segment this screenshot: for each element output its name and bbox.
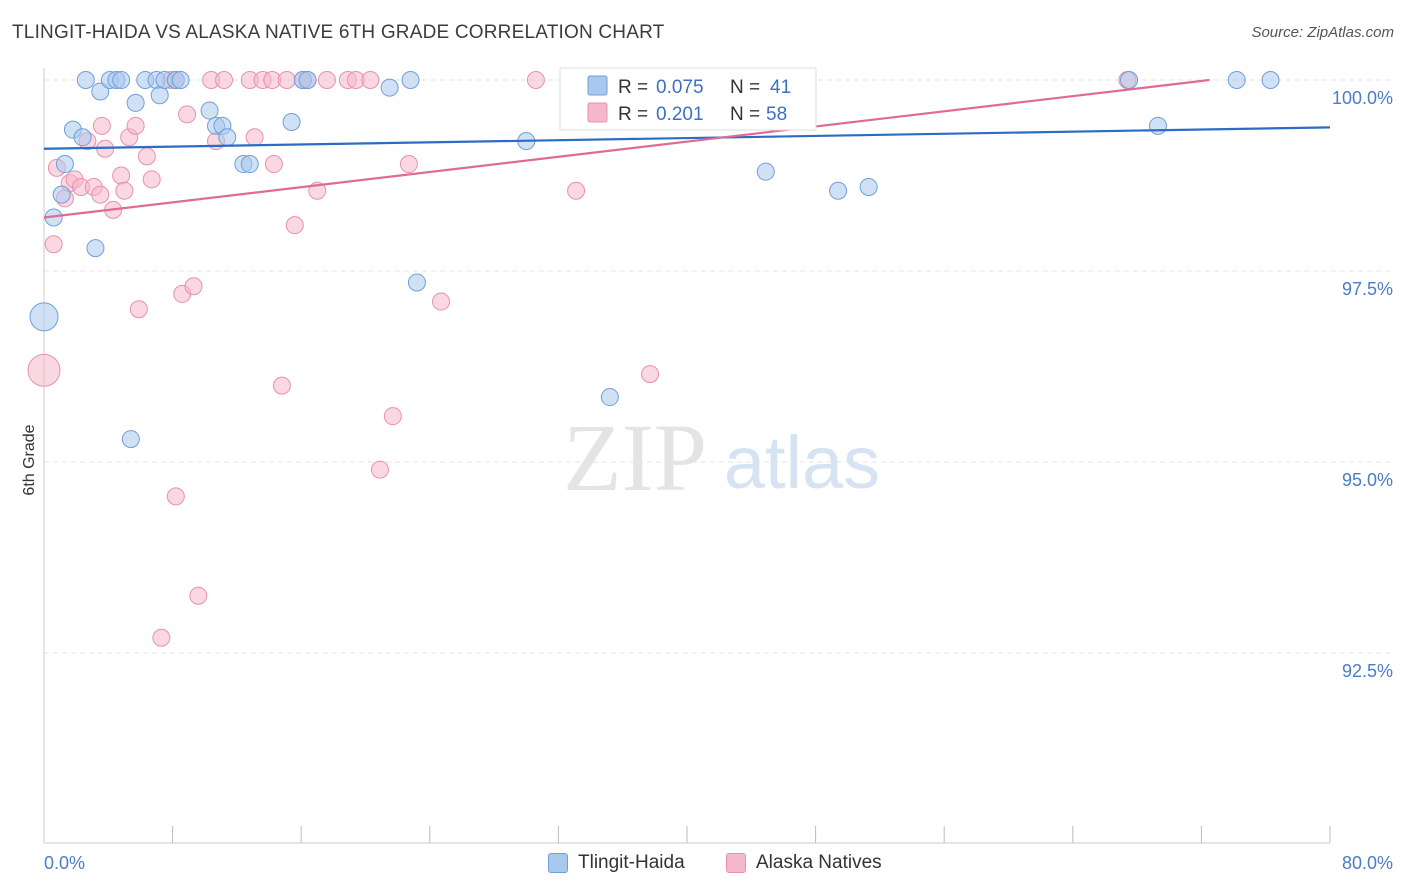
point-alaska-natives — [399, 155, 418, 174]
point-tlingit-haida — [91, 82, 110, 101]
x-tick-label-max: 80.0% — [1342, 853, 1393, 873]
point-tlingit-haida — [29, 302, 59, 332]
point-tlingit-haida — [73, 128, 92, 147]
y-tick-label: 95.0% — [1342, 470, 1393, 490]
watermark-atlas: atlas — [724, 421, 880, 504]
y-tick-label: 100.0% — [1332, 88, 1393, 108]
point-alaska-natives — [44, 235, 63, 254]
point-tlingit-haida — [600, 388, 619, 407]
point-alaska-natives — [184, 277, 203, 296]
point-tlingit-haida — [1227, 71, 1246, 89]
legend-r-value-2: 0.201 — [656, 104, 704, 125]
point-alaska-natives — [112, 166, 131, 185]
legend-n-value-1: 41 — [770, 77, 791, 98]
point-tlingit-haida — [52, 185, 71, 204]
point-tlingit-haida — [55, 155, 74, 174]
legend-item-alaska-natives[interactable]: Alaska Natives — [726, 852, 882, 874]
point-alaska-natives — [92, 116, 111, 135]
point-alaska-natives — [126, 116, 145, 135]
legend-n-label-2: N = — [730, 104, 760, 125]
point-alaska-natives — [137, 147, 156, 166]
point-tlingit-haida — [407, 273, 426, 292]
legend-r-label-2: R = — [618, 104, 648, 125]
point-alaska-natives — [178, 105, 197, 124]
point-alaska-natives — [115, 181, 134, 200]
y-tick-label: 92.5% — [1342, 661, 1393, 681]
point-alaska-natives — [272, 376, 291, 395]
point-alaska-natives — [526, 71, 545, 89]
x-tick-label-min: 0.0% — [44, 853, 85, 873]
point-tlingit-haida — [1261, 71, 1280, 89]
point-alaska-natives — [142, 170, 161, 189]
point-tlingit-haida — [240, 155, 259, 174]
point-alaska-natives — [152, 628, 171, 647]
point-alaska-natives — [361, 71, 380, 89]
point-tlingit-haida — [756, 162, 775, 181]
point-alaska-natives — [166, 487, 185, 506]
point-tlingit-haida — [200, 101, 219, 120]
point-tlingit-haida — [380, 78, 399, 97]
legend-label-tlingit-haida: Tlingit-Haida — [578, 852, 685, 873]
legend-swatch-pink — [587, 102, 608, 123]
point-alaska-natives — [277, 71, 296, 89]
y-tick-labels: 92.5% 95.0% 97.5% 100.0% — [1332, 88, 1393, 681]
point-alaska-natives — [432, 292, 451, 311]
point-alaska-natives — [129, 300, 148, 319]
legend-n-value-2: 58 — [766, 104, 787, 125]
stats-legend: R = 0.075 N = 41 R = 0.201 N = 58 — [559, 67, 817, 131]
point-tlingit-haida — [829, 181, 848, 200]
point-alaska-natives — [383, 407, 402, 426]
point-alaska-natives — [285, 216, 304, 235]
point-alaska-natives — [370, 460, 389, 479]
point-tlingit-haida — [282, 113, 301, 132]
point-alaska-natives — [317, 71, 336, 89]
watermark: ZIP atlas — [563, 404, 880, 511]
legend-r-label-1: R = — [618, 77, 648, 98]
point-tlingit-haida — [86, 239, 105, 258]
point-tlingit-haida — [121, 430, 140, 449]
y-tick-label: 97.5% — [1342, 279, 1393, 299]
chart-title: TLINGIT-HAIDA VS ALASKA NATIVE 6TH GRADE… — [12, 22, 665, 43]
watermark-zip: ZIP — [563, 404, 707, 511]
trendline-tlingit-haida — [43, 126, 1331, 150]
point-tlingit-haida — [126, 93, 145, 112]
point-alaska-natives — [641, 365, 660, 384]
point-tlingit-haida — [298, 71, 317, 89]
trendline-alaska-natives — [43, 78, 1210, 219]
point-alaska-natives — [91, 185, 110, 204]
axes-layer — [43, 68, 1331, 844]
point-tlingit-haida — [150, 86, 169, 105]
points-layer — [27, 71, 1280, 647]
point-tlingit-haida — [859, 177, 878, 196]
trend-layer — [43, 78, 1331, 219]
series-legend: Tlingit-Haida Alaska Natives — [0, 852, 1406, 876]
point-tlingit-haida — [218, 128, 237, 147]
point-tlingit-haida — [401, 71, 420, 89]
source-label: Source: ZipAtlas.com — [1251, 24, 1394, 41]
point-tlingit-haida — [171, 71, 190, 89]
point-alaska-natives — [264, 155, 283, 174]
point-alaska-natives — [27, 353, 61, 387]
point-tlingit-haida — [1120, 71, 1139, 89]
legend-swatch-blue — [587, 75, 608, 96]
point-alaska-natives — [567, 181, 586, 200]
point-tlingit-haida — [112, 71, 131, 89]
point-tlingit-haida — [76, 71, 95, 89]
point-alaska-natives — [215, 71, 234, 89]
legend-item-tlingit-haida[interactable]: Tlingit-Haida — [548, 852, 685, 874]
legend-label-alaska-natives: Alaska Natives — [756, 852, 882, 873]
point-alaska-natives — [189, 586, 208, 605]
legend-r-value-1: 0.075 — [656, 77, 704, 98]
point-alaska-natives — [245, 128, 264, 147]
legend-swatch-alaska-natives — [726, 853, 746, 873]
legend-swatch-tlingit-haida — [548, 853, 568, 873]
legend-n-label-1: N = — [730, 77, 760, 98]
y-axis-label: 6th Grade — [21, 424, 38, 495]
point-tlingit-haida — [1148, 116, 1167, 135]
